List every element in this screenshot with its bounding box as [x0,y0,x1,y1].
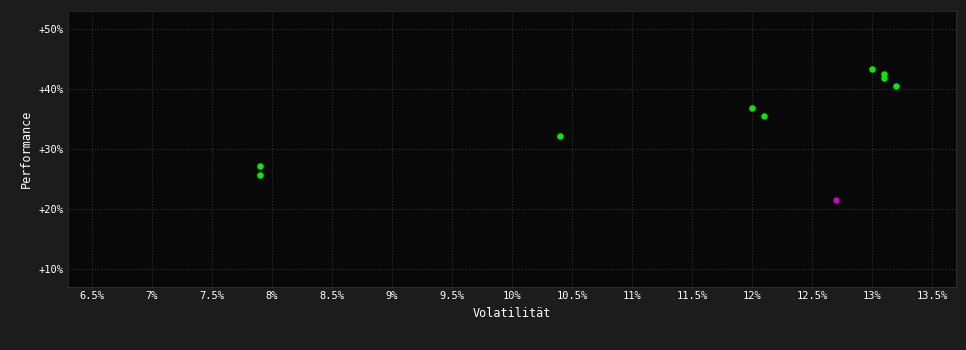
Point [252,172,268,177]
Point [865,66,880,72]
X-axis label: Volatilität: Volatilität [472,307,552,320]
Y-axis label: Performance: Performance [20,110,33,188]
Point [829,198,844,203]
Point [745,105,760,111]
Point [252,163,268,169]
Point [876,76,892,81]
Point [876,71,892,77]
Point [756,113,772,119]
Point [889,83,904,89]
Point [553,133,568,138]
